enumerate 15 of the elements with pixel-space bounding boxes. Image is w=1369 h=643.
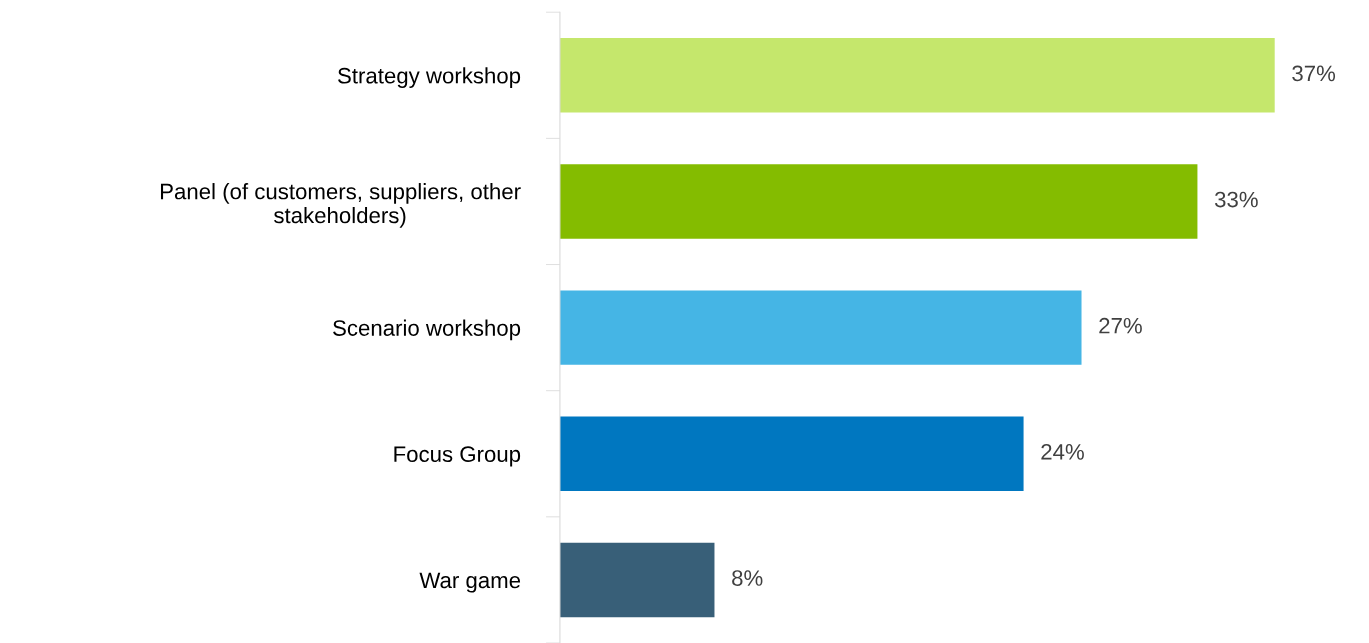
data-label: 8% [732, 570, 763, 586]
data-label: 24% [1041, 443, 1084, 460]
bar [559, 542, 715, 618]
bar [559, 164, 1198, 239]
y-tick-label: War game [419, 572, 521, 593]
y-tick-label: Strategy workshop [338, 67, 521, 88]
y-tick-label: Scenario workshop [333, 319, 521, 341]
data-label: 37% [1292, 65, 1336, 82]
y-tick-label: Panel (of customers, suppliers, other stakeholders) [160, 183, 521, 228]
bar [559, 290, 1082, 365]
data-label: 33% [1214, 191, 1258, 208]
bar [559, 416, 1024, 491]
data-label: 27% [1099, 317, 1142, 334]
bar [559, 38, 1275, 113]
y-tick-label: Focus Group [394, 446, 521, 467]
